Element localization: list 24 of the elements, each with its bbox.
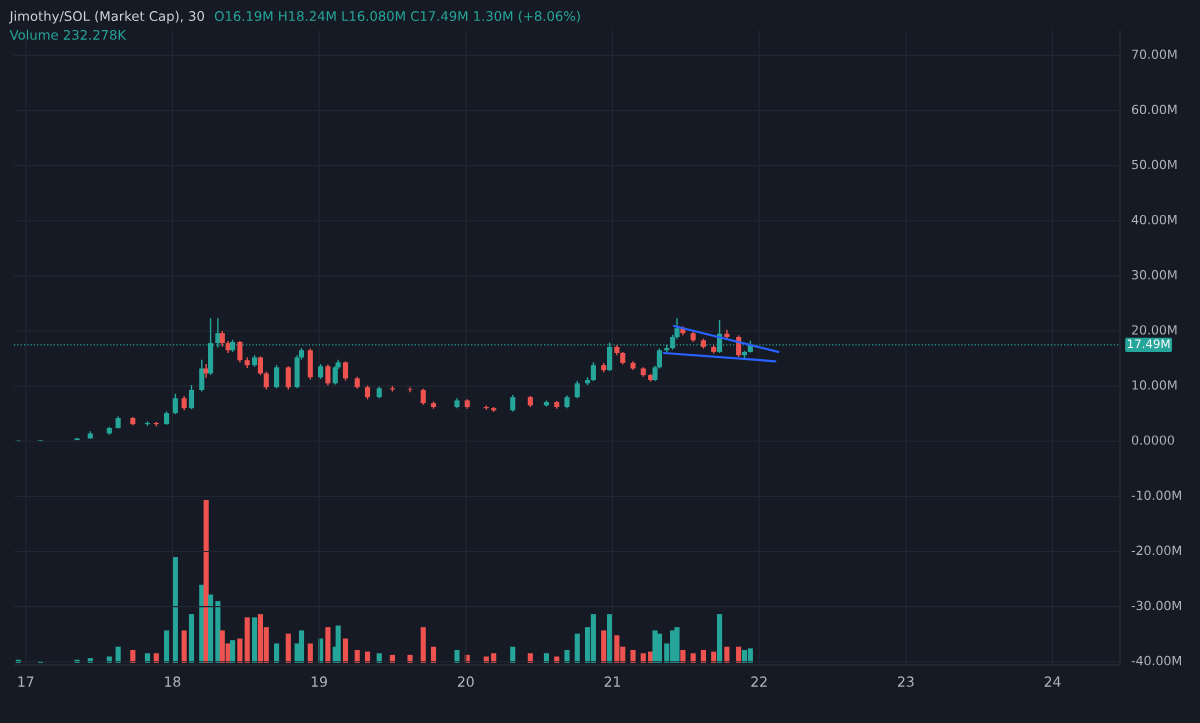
y-tick-label: 50.00M [1132,159,1177,170]
y-tick-label: -40.00M [1131,655,1181,666]
annotation: Volume 232.278K [9,29,127,40]
x-tick-label: 17 [18,676,34,687]
ref-line-label: 17.49M [1127,339,1170,349]
chart-title: Jimothy/SOL (Market Cap), 30 [8,10,204,24]
x-tick-label: 21 [604,676,621,687]
y-tick-label: -10.00M [1131,490,1181,500]
x-tick-label: 24 [1044,676,1061,687]
x-tick-label: 18 [165,676,181,687]
y-tick-label: 60.00M [1131,104,1177,115]
x-tick-label: 23 [898,676,914,687]
x-tick-label: 19 [311,676,327,687]
y-tick-label: 0.0000 [1131,435,1175,445]
x-tick-label: 20 [457,676,474,687]
y-tick-label: 70.00M [1132,49,1177,59]
y-tick-label: 30.00M [1132,270,1177,280]
y-tick-label: 20.00M [1132,325,1177,335]
x-tick-label: 22 [751,676,767,687]
y-tick-label: 40.00M [1131,214,1177,225]
y-tick-label: -30.00M [1131,600,1181,611]
y-tick-label: -20.00M [1131,545,1181,556]
y-tick-label: 10.00M [1132,380,1177,390]
text: O16.19M H18.24M L16.080M C17.49M 1.30M (+8.06%) [214,10,580,23]
